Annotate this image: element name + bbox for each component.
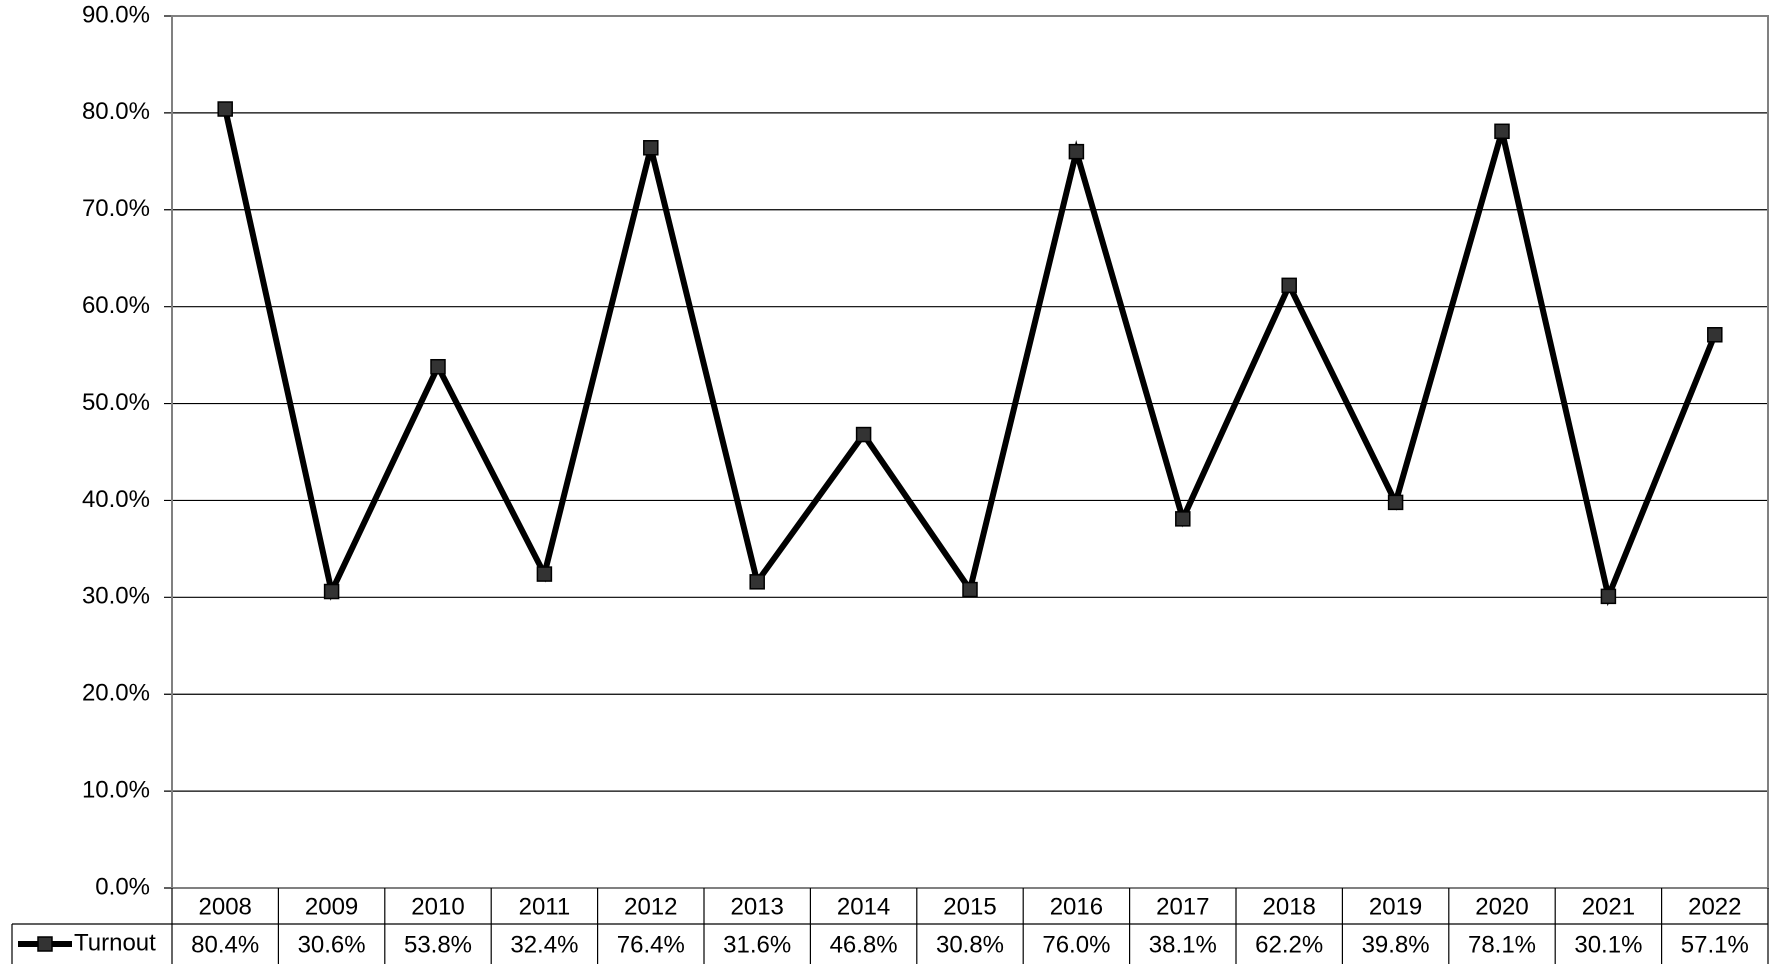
y-tick-label-2: 20.0% [82, 680, 150, 707]
y-tick-label-0: 0.0% [95, 873, 150, 900]
data-point-2020 [1494, 123, 1510, 140]
data-point-2010 [430, 358, 446, 375]
data-point-2018 [1281, 277, 1297, 294]
data-table-value-2021: 30.1% [1574, 931, 1642, 958]
data-table-value-2019: 39.8% [1362, 931, 1430, 958]
x-category-label-2009: 2009 [305, 893, 358, 920]
y-tick-label-4: 40.0% [82, 486, 150, 513]
data-table-value-2017: 38.1% [1149, 931, 1217, 958]
plot-area-border [171, 15, 1769, 889]
series-line-turnout [222, 108, 1718, 607]
y-tick-label-5: 50.0% [82, 389, 150, 416]
data-table-value-2020: 78.1% [1468, 931, 1536, 958]
x-category-label-2013: 2013 [731, 893, 784, 920]
data-point-2008 [217, 101, 233, 117]
x-category-label-2019: 2019 [1369, 893, 1422, 920]
y-axis-tick-labels: 0.0% 10.0% 20.0% 30.0% 40.0% 50.0% 60.0% 70.0% 8… [82, 1, 150, 900]
x-category-label-2016: 2016 [1050, 893, 1103, 920]
x-category-label-2022: 2022 [1688, 893, 1741, 920]
data-table-value-2015: 30.8% [936, 931, 1004, 958]
data-point-2021 [1600, 588, 1617, 605]
data-table-value-2022: 57.1% [1681, 931, 1749, 958]
x-category-label-2020: 2020 [1475, 893, 1528, 920]
legend: Turnout [18, 929, 156, 956]
data-table-value-2010: 53.8% [404, 931, 472, 958]
data-point-2012 [643, 140, 659, 156]
data-point-2013 [749, 574, 765, 590]
x-category-label-2008: 2008 [199, 893, 252, 920]
y-tick-label-7: 70.0% [82, 195, 150, 222]
y-tick-label-6: 60.0% [82, 292, 150, 319]
x-category-label-2018: 2018 [1263, 893, 1316, 920]
data-point-2017 [1175, 511, 1191, 527]
data-table-value-2011: 32.4% [510, 931, 578, 958]
data-table-value-2018: 62.2% [1255, 931, 1323, 958]
data-table-value-2012: 76.4% [617, 931, 685, 958]
legend-label-turnout: Turnout [74, 929, 156, 956]
grid-lines [164, 15, 1768, 889]
legend-marker-swatch [37, 936, 53, 952]
data-table-value-2014: 46.8% [830, 931, 898, 958]
data-point-2019 [1387, 494, 1404, 511]
y-tick-label-9: 90.0% [82, 1, 150, 28]
data-point-2016 [1068, 143, 1085, 160]
y-tick-label-1: 10.0% [82, 776, 150, 803]
data-point-2015 [962, 581, 978, 598]
data-table-value-2009: 30.6% [298, 931, 366, 958]
data-point-2022 [1707, 327, 1723, 343]
x-category-label-2021: 2021 [1582, 893, 1635, 920]
data-table-value-2016: 76.0% [1042, 931, 1110, 958]
data-table-value-2008: 80.4% [191, 931, 259, 958]
x-category-label-2010: 2010 [411, 893, 464, 920]
x-category-label-2011: 2011 [519, 893, 571, 920]
y-tick-label-8: 80.0% [82, 98, 150, 125]
series-turnout [217, 101, 1723, 607]
data-table: 2008 80.4% 2009 30.6% 2010 53.8% 2011 32.4% 2012… [11, 888, 1769, 964]
x-category-label-2017: 2017 [1156, 893, 1209, 920]
data-table-value-2013: 31.6% [723, 931, 791, 958]
y-tick-label-3: 30.0% [82, 583, 150, 610]
data-point-2011 [536, 566, 553, 582]
x-category-label-2014: 2014 [837, 893, 890, 920]
x-category-label-2015: 2015 [943, 893, 996, 920]
x-category-label-2012: 2012 [624, 893, 677, 920]
data-point-2014 [855, 426, 872, 443]
data-point-2009 [323, 583, 340, 600]
